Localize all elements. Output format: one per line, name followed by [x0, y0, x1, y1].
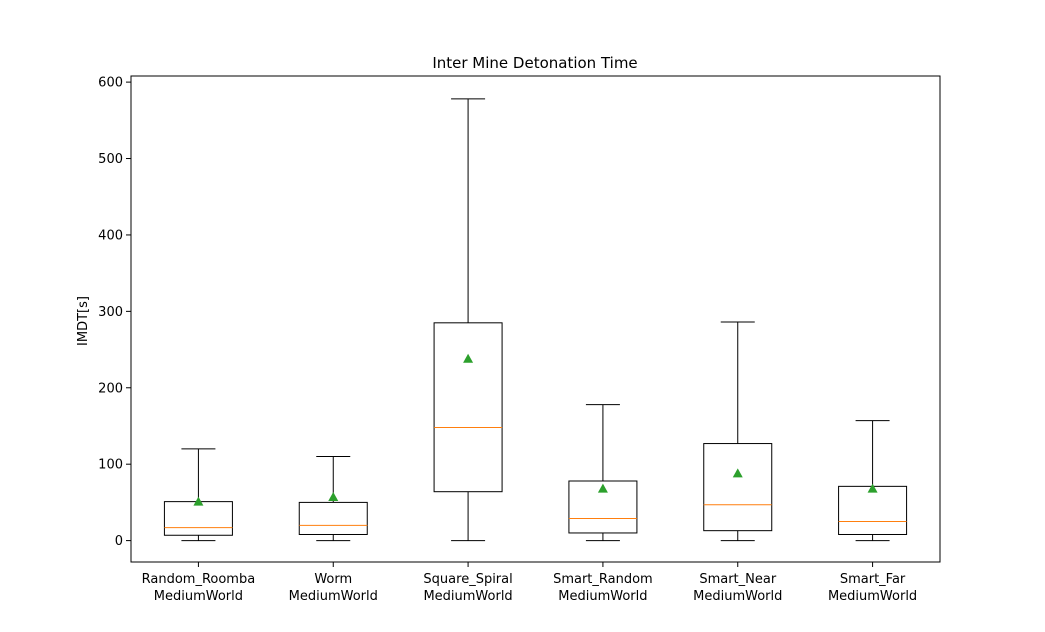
box [838, 485, 908, 535]
box-group [838, 420, 908, 542]
y-tick-label: 500 [98, 152, 123, 167]
y-tick-label: 400 [98, 228, 123, 243]
box-group [568, 404, 638, 542]
y-tick-label: 100 [98, 458, 123, 473]
x-tick-label: MediumWorld [154, 589, 243, 604]
plot-frame [130, 75, 941, 563]
mean-marker [193, 496, 204, 506]
x-tick-label: Smart_Near [699, 572, 777, 587]
y-axis-label: IMDT[s] [76, 296, 91, 346]
x-tick-label: MediumWorld [423, 589, 512, 604]
box [568, 480, 638, 534]
box-group [163, 448, 233, 542]
chart-title: Inter Mine Detonation Time [432, 54, 637, 72]
x-tick-label: Square_Spiral [423, 572, 512, 587]
plot-area: 0 100 200 300 400 500 600 Random_Roomba MediumWo… [98, 75, 941, 604]
x-tick-label: MediumWorld [828, 589, 917, 604]
box [433, 322, 503, 493]
x-tick-label: Random_Roomba [142, 572, 256, 587]
x-tick-label: Smart_Far [840, 572, 906, 587]
box-group [433, 98, 503, 542]
y-tick-label: 300 [98, 305, 123, 320]
y-tick-label: 600 [98, 76, 123, 91]
box [298, 501, 368, 535]
x-tick-label: MediumWorld [558, 589, 647, 604]
y-tick-label: 0 [115, 534, 123, 549]
x-tick-label: Worm [314, 572, 352, 587]
x-tick-label: MediumWorld [289, 589, 378, 604]
mean-marker [328, 492, 339, 502]
x-tick-label: MediumWorld [693, 589, 782, 604]
box-group [298, 456, 368, 542]
mean-marker [732, 468, 743, 478]
x-tick-label: Smart_Random [553, 572, 653, 587]
y-tick-label: 200 [98, 381, 123, 396]
mean-marker [597, 483, 608, 493]
mean-marker [463, 353, 474, 363]
box [163, 501, 233, 536]
mean-marker [867, 483, 878, 493]
box [703, 443, 773, 532]
box-group [703, 321, 773, 542]
